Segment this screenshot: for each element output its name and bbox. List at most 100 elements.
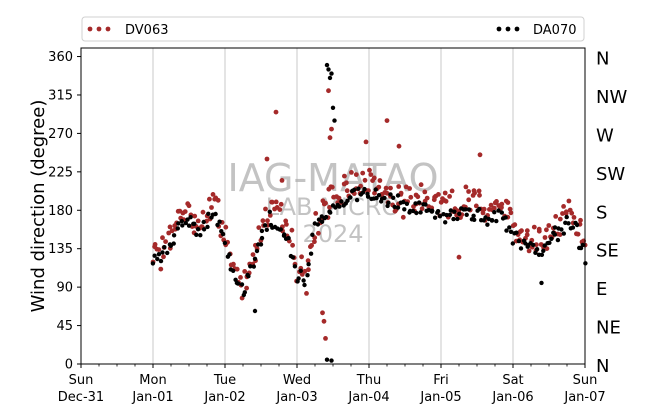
point-DV063 xyxy=(542,235,548,240)
point-DA070 xyxy=(306,262,311,267)
point-DA070 xyxy=(326,67,331,72)
point-DV063 xyxy=(473,203,479,209)
point-DA070 xyxy=(455,216,460,222)
point-DV063 xyxy=(273,109,279,115)
point-DV063 xyxy=(360,170,366,176)
point-DV063 xyxy=(443,198,449,204)
point-DV063 xyxy=(362,177,368,183)
point-DA070 xyxy=(185,217,190,222)
point-DA070 xyxy=(448,208,453,213)
point-DA070 xyxy=(395,205,401,210)
point-DV063 xyxy=(207,196,212,202)
compass-label: S xyxy=(596,202,607,223)
point-DV063 xyxy=(571,215,577,220)
y-axis-ticks: 0 45 90 135 180 225 270 315 360 xyxy=(48,50,81,373)
point-DA070 xyxy=(463,207,468,212)
compass-label: W xyxy=(596,125,614,146)
point-DA070 xyxy=(176,221,181,226)
point-DA070 xyxy=(302,282,307,288)
point-DA070 xyxy=(171,233,177,238)
point-DA070 xyxy=(423,202,428,207)
point-DA070 xyxy=(382,195,387,201)
point-DA070 xyxy=(198,233,203,238)
point-DV063 xyxy=(167,224,173,230)
point-DA070 xyxy=(215,222,220,228)
y-tick-label: 135 xyxy=(48,242,73,257)
point-DA070 xyxy=(171,241,176,246)
point-DA070 xyxy=(267,209,272,214)
legend-marker-DA070 xyxy=(514,26,520,32)
point-DV063 xyxy=(560,211,565,216)
point-DV063 xyxy=(499,205,504,210)
point-DA070 xyxy=(213,211,218,217)
point-DV063 xyxy=(267,213,273,218)
point-DA070 xyxy=(301,278,306,283)
point-DA070 xyxy=(345,198,350,203)
point-DA070 xyxy=(547,240,552,245)
point-DA070 xyxy=(352,187,357,192)
x-tick-label: Jan-03 xyxy=(275,390,317,405)
point-DA070 xyxy=(217,219,222,224)
point-DA070 xyxy=(477,206,482,212)
compass-label: SW xyxy=(596,164,625,185)
point-DA070 xyxy=(205,224,210,230)
point-DV063 xyxy=(553,214,559,219)
point-DV063 xyxy=(505,200,511,205)
point-DV063 xyxy=(309,243,314,248)
point-DA070 xyxy=(360,190,366,195)
point-DA070 xyxy=(259,228,265,234)
point-DV063 xyxy=(526,248,532,254)
y-tick-label: 360 xyxy=(48,50,73,65)
y-tick-label: 270 xyxy=(48,127,73,142)
point-DV063 xyxy=(321,318,327,324)
point-DA070 xyxy=(316,217,322,222)
point-DV063 xyxy=(363,139,369,145)
point-DV063 xyxy=(396,143,402,149)
y-tick-label: 180 xyxy=(48,204,73,219)
point-DA070 xyxy=(324,357,330,362)
point-DV063 xyxy=(544,227,549,233)
point-DA070 xyxy=(246,274,251,279)
point-DA070 xyxy=(564,214,569,220)
point-DV063 xyxy=(305,258,311,264)
point-DA070 xyxy=(402,207,407,212)
point-DA070 xyxy=(354,197,360,203)
point-DA070 xyxy=(324,62,330,68)
point-DA070 xyxy=(391,195,396,200)
point-DA070 xyxy=(374,195,379,201)
point-DV063 xyxy=(284,222,289,227)
point-DV063 xyxy=(166,230,172,236)
x-tick-label: Wed xyxy=(283,373,311,388)
point-DA070 xyxy=(248,264,253,269)
x-tick-label: Jan-05 xyxy=(419,390,461,405)
point-DA070 xyxy=(413,201,418,206)
point-DA070 xyxy=(264,227,269,232)
point-DA070 xyxy=(192,221,197,226)
point-DV063 xyxy=(494,199,499,204)
point-DA070 xyxy=(570,225,576,230)
point-DA070 xyxy=(444,212,449,218)
point-DA070 xyxy=(539,280,544,286)
point-DV063 xyxy=(263,206,268,212)
point-DV063 xyxy=(456,254,462,260)
scatter-points xyxy=(150,62,588,363)
point-DA070 xyxy=(329,358,334,363)
point-DA070 xyxy=(337,204,342,209)
point-DA070 xyxy=(220,231,226,237)
point-DV063 xyxy=(264,156,270,162)
point-DV063 xyxy=(436,192,441,197)
point-DA070 xyxy=(315,222,321,227)
point-DA070 xyxy=(330,105,336,111)
point-DV063 xyxy=(519,228,524,234)
legend-marker-DA070 xyxy=(496,26,502,32)
point-DV063 xyxy=(156,247,162,253)
point-DA070 xyxy=(435,209,441,214)
point-DA070 xyxy=(194,232,199,237)
point-DV063 xyxy=(306,267,311,273)
point-DV063 xyxy=(546,223,552,228)
point-DV063 xyxy=(419,206,425,212)
point-DA070 xyxy=(298,268,303,273)
point-DV063 xyxy=(195,218,201,224)
point-DV063 xyxy=(507,206,513,212)
point-DA070 xyxy=(339,199,344,204)
